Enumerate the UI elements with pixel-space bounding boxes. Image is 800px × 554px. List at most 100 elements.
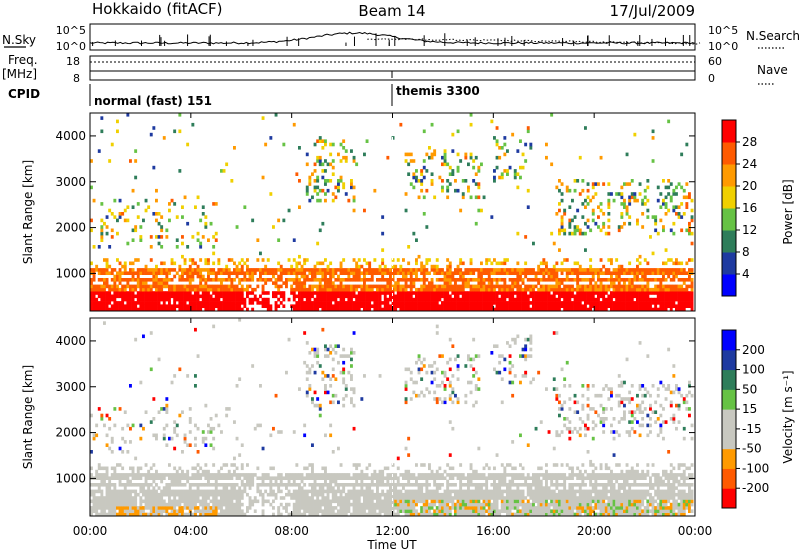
power-cell	[157, 271, 161, 275]
velocity-cell	[329, 506, 333, 510]
power-cell	[576, 301, 580, 305]
power-cell	[321, 261, 325, 266]
power-cell	[370, 287, 374, 292]
power-cell	[521, 301, 525, 305]
velocity-cell	[334, 492, 338, 497]
velocity-cell	[155, 509, 158, 513]
power-cell	[459, 287, 463, 292]
power-cell	[415, 304, 418, 308]
velocity-cell	[90, 506, 93, 510]
velocity-cell	[360, 506, 364, 510]
velocity-cell	[342, 499, 346, 504]
power-cell	[318, 291, 322, 295]
velocity-cell	[279, 476, 283, 480]
velocity-cell	[378, 483, 382, 487]
power-cell	[524, 297, 528, 302]
power-cell	[308, 304, 312, 308]
velocity-cell	[326, 492, 330, 497]
power-cell	[300, 287, 304, 292]
power-cell	[334, 304, 338, 308]
power-cell	[688, 291, 691, 295]
velocity-cell	[303, 492, 307, 497]
velocity-cell	[300, 506, 304, 510]
power-cell	[248, 268, 252, 272]
power-cell	[105, 307, 109, 312]
velocity-cell	[316, 473, 320, 477]
velocity-cell	[370, 496, 374, 500]
power-cell	[162, 304, 166, 308]
velocity-cell	[183, 502, 187, 507]
power-cell	[537, 281, 541, 285]
power-cell	[402, 274, 405, 279]
power-cell	[690, 231, 694, 236]
power-cell	[630, 304, 634, 308]
velocity-cell	[201, 440, 205, 444]
power-cell	[503, 307, 507, 312]
velocity-cell	[207, 476, 210, 480]
power-cell	[599, 281, 603, 285]
power-cell	[220, 294, 223, 299]
power-cell	[266, 278, 270, 282]
power-cell	[298, 268, 301, 272]
power-cell	[240, 291, 244, 295]
power-cell	[412, 185, 416, 190]
power-cell	[485, 307, 489, 312]
power-cell	[495, 268, 499, 272]
velocity-cell	[207, 489, 210, 494]
velocity-cell	[97, 506, 101, 510]
power-cell	[157, 241, 161, 246]
power-cell	[144, 268, 148, 272]
velocity-cell	[225, 407, 229, 411]
power-cell	[467, 284, 470, 289]
power-cell	[165, 307, 169, 312]
power-cell	[438, 287, 442, 292]
power-cell	[355, 271, 359, 275]
power-cell	[591, 304, 595, 308]
power-cell	[586, 218, 590, 223]
velocity-cell	[331, 486, 335, 490]
power-cell	[100, 129, 104, 134]
power-cell	[506, 287, 509, 292]
velocity-cell	[365, 506, 369, 510]
velocity-cell	[243, 486, 247, 490]
power-cell	[292, 307, 296, 312]
power-cell	[230, 179, 234, 183]
power-cell	[292, 122, 296, 127]
velocity-cell	[139, 506, 143, 510]
velocity-cell	[303, 499, 307, 504]
power-cell	[594, 287, 598, 292]
power-cell	[526, 271, 530, 275]
power-cell	[316, 241, 320, 246]
velocity-cell	[97, 463, 101, 467]
power-cell	[451, 172, 455, 176]
power-cell	[610, 307, 613, 312]
power-cell	[597, 225, 600, 229]
power-cell	[456, 284, 460, 289]
velocity-cell	[287, 492, 291, 497]
velocity-cell	[225, 499, 229, 504]
power-cell	[500, 307, 504, 312]
velocity-cell	[227, 496, 231, 500]
power-cell	[443, 294, 447, 299]
power-cell	[498, 268, 502, 272]
velocity-cell	[337, 502, 340, 507]
power-cell	[576, 208, 580, 213]
velocity-cell	[118, 479, 122, 484]
velocity-cell	[337, 486, 340, 490]
power-cell	[339, 264, 343, 269]
power-cell	[279, 268, 283, 272]
power-cell	[594, 301, 598, 305]
velocity-cell	[339, 492, 343, 497]
power-cell	[308, 284, 312, 289]
velocity-cell	[334, 479, 338, 484]
velocity-cell	[266, 473, 270, 477]
power-cell	[586, 225, 590, 229]
velocity-cell	[337, 499, 340, 504]
power-cell	[326, 162, 330, 167]
power-cell	[682, 271, 686, 275]
power-cell	[142, 291, 145, 295]
power-cell	[529, 301, 533, 305]
power-cell	[121, 264, 125, 269]
power-cell	[352, 208, 356, 213]
power-cell	[168, 208, 171, 213]
